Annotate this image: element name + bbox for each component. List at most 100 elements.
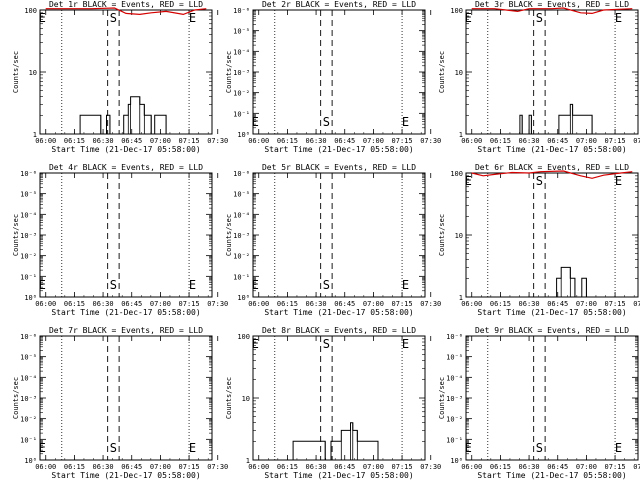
panel-det-3r: Det 3r BLACK = Events, RED = LLD Counts/s…	[438, 0, 640, 154]
x-tick-label: 06:15	[64, 300, 85, 308]
marker-s-label: S	[110, 441, 117, 455]
panel-det-9r: Det 9r BLACK = Events, RED = LLD Counts/s…	[438, 326, 640, 480]
panel-det-5r: Det 5r BLACK = Events, RED = LLD Counts/s…	[225, 163, 441, 317]
marker-e-label: E	[39, 441, 46, 455]
y-tick-label: 10⁻³	[20, 395, 37, 403]
x-tick-label: 06:15	[277, 137, 298, 145]
y-tick-label: 10⁻²	[233, 253, 250, 261]
panel-title: Det 8r BLACK = Events, RED = LLD	[262, 326, 416, 335]
y-tick-label: 10⁻⁴	[446, 374, 463, 382]
y-tick-label: 10	[455, 69, 463, 77]
panel-title: Det 2r BLACK = Events, RED = LLD	[262, 0, 416, 9]
x-tick-label: 06:45	[547, 463, 568, 471]
panel-title: Det 3r BLACK = Events, RED = LLD	[475, 0, 629, 9]
y-tick-label: 10⁻⁶	[20, 333, 37, 341]
y-tick-label: 1	[246, 457, 250, 465]
x-tick-label: 07:30	[633, 463, 640, 471]
x-tick-label: 07:15	[392, 300, 413, 308]
x-tick-label: 06:30	[519, 463, 540, 471]
x-tick-label: 07:15	[392, 463, 413, 471]
marker-e-label: E	[252, 115, 259, 129]
x-tick-label: 06:15	[277, 300, 298, 308]
y-tick-label: 10⁰	[24, 294, 37, 302]
marker-s-label: S	[323, 337, 330, 351]
y-tick-label: 100	[450, 170, 463, 178]
x-tick-label: 06:15	[490, 463, 511, 471]
marker-e-label: E	[465, 174, 472, 188]
x-axis-label: Start Time (21-Dec-17 05:58:00)	[264, 308, 413, 317]
x-tick-label: 06:30	[306, 137, 327, 145]
plot-frame	[252, 9, 426, 135]
x-axis-label: Start Time (21-Dec-17 05:58:00)	[264, 145, 413, 154]
y-axis-label: Counts/sec	[438, 51, 446, 93]
panel-det-7r: Det 7r BLACK = Events, RED = LLD Counts/s…	[12, 326, 228, 480]
lld-series-line	[471, 7, 633, 15]
y-tick-label: 10⁻⁵	[233, 28, 250, 36]
marker-s-label: S	[110, 278, 117, 292]
x-tick-label: 06:00	[35, 300, 56, 308]
x-tick-label: 07:15	[605, 463, 626, 471]
x-axis-label: Start Time (21-Dec-17 05:58:00)	[477, 308, 626, 317]
x-tick-label: 06:45	[121, 137, 142, 145]
events-series-line	[45, 96, 172, 135]
y-tick-label: 10⁻⁴	[233, 48, 250, 56]
x-tick-label: 06:00	[461, 463, 482, 471]
x-tick-label: 06:30	[519, 137, 540, 145]
panel-det-6r: Det 6r BLACK = Events, RED = LLD Counts/s…	[438, 163, 640, 317]
x-tick-label: 07:00	[150, 137, 171, 145]
x-tick-label: 07:00	[150, 300, 171, 308]
marker-s-label: S	[536, 441, 543, 455]
y-tick-label: 1	[33, 131, 37, 139]
plot-frame	[465, 335, 639, 461]
marker-e-label: E	[39, 278, 46, 292]
y-axis-label: Counts/sec	[438, 214, 446, 256]
x-tick-label: 07:30	[633, 300, 640, 308]
y-tick-label: 10⁰	[450, 457, 463, 465]
marker-e-label: E	[252, 337, 259, 351]
marker-s-label: S	[536, 174, 543, 188]
y-tick-label: 10⁻²	[20, 253, 37, 261]
x-axis-label: Start Time (21-Dec-17 05:58:00)	[477, 145, 626, 154]
x-tick-label: 07:30	[207, 137, 228, 145]
x-tick-label: 06:00	[461, 137, 482, 145]
x-tick-label: 06:00	[461, 300, 482, 308]
plot-frame	[465, 172, 639, 298]
x-tick-label: 07:30	[420, 463, 441, 471]
x-tick-label: 06:30	[93, 300, 114, 308]
x-tick-label: 07:00	[363, 463, 384, 471]
y-tick-label: 10	[455, 232, 463, 240]
y-tick-label: 100	[237, 333, 250, 341]
x-tick-label: 06:45	[547, 137, 568, 145]
x-tick-label: 06:45	[121, 300, 142, 308]
x-axis-label: Start Time (21-Dec-17 05:58:00)	[264, 471, 413, 480]
x-axis-label: Start Time (21-Dec-17 05:58:00)	[51, 308, 200, 317]
y-axis-label: Counts/sec	[438, 377, 446, 419]
x-tick-label: 06:45	[334, 137, 355, 145]
plot-frame	[39, 172, 213, 298]
x-tick-label: 07:00	[363, 300, 384, 308]
y-tick-label: 100	[450, 7, 463, 15]
x-tick-label: 07:15	[179, 300, 200, 308]
x-axis-label: Start Time (21-Dec-17 05:58:00)	[477, 471, 626, 480]
x-tick-label: 06:00	[248, 300, 269, 308]
x-tick-label: 07:30	[420, 137, 441, 145]
panel-title: Det 9r BLACK = Events, RED = LLD	[475, 326, 629, 335]
panel-title: Det 7r BLACK = Events, RED = LLD	[49, 326, 203, 335]
marker-e-label: E	[402, 278, 409, 292]
x-tick-label: 06:15	[277, 463, 298, 471]
y-tick-label: 10⁻⁶	[233, 7, 250, 15]
y-tick-label: 10⁻⁵	[233, 191, 250, 199]
marker-e-label: E	[465, 11, 472, 25]
marker-e-label: E	[252, 278, 259, 292]
y-tick-label: 10⁻⁵	[20, 354, 37, 362]
y-tick-label: 10⁻³	[233, 69, 250, 77]
marker-s-label: S	[536, 11, 543, 25]
y-tick-label: 10⁻²	[446, 416, 463, 424]
marker-e-label: E	[615, 174, 622, 188]
x-tick-label: 06:30	[306, 300, 327, 308]
y-tick-label: 10⁻⁴	[20, 211, 37, 219]
panel-det-8r: Det 8r BLACK = Events, RED = LLD Counts/s…	[225, 326, 441, 480]
plot-frame	[465, 9, 639, 135]
y-tick-label: 10⁻⁶	[20, 170, 37, 178]
x-tick-label: 06:00	[35, 463, 56, 471]
